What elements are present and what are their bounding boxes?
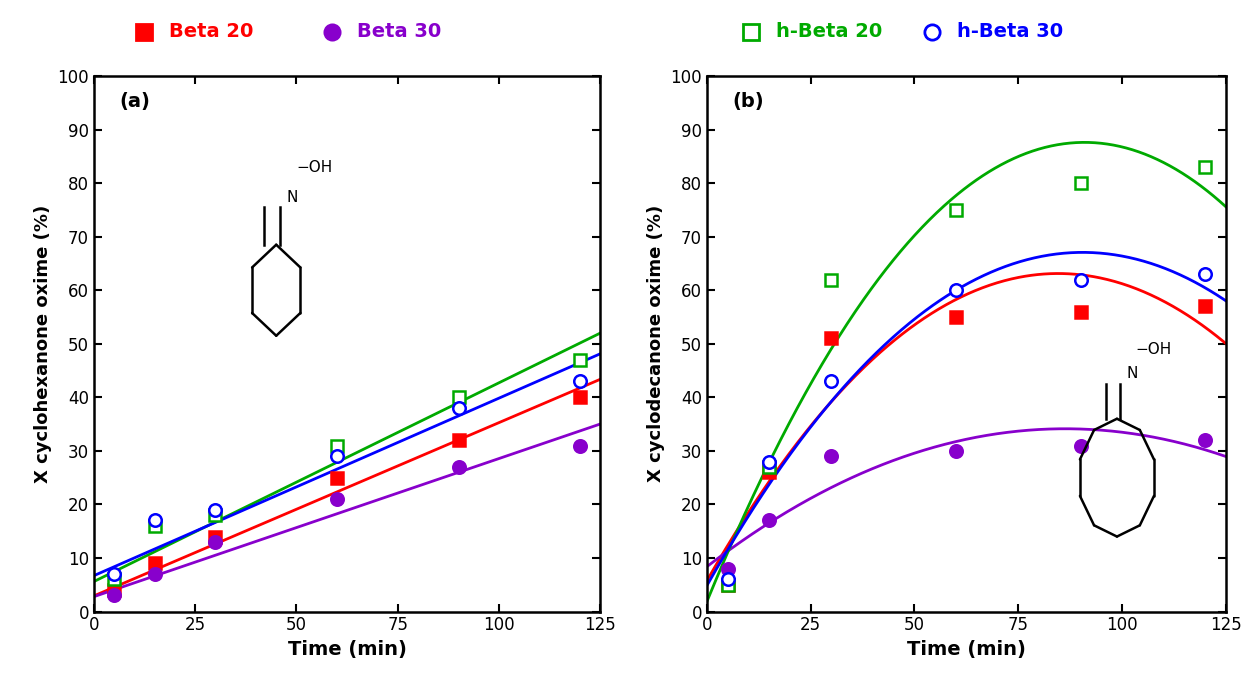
Text: (b): (b)	[733, 92, 764, 111]
Text: N: N	[286, 189, 298, 205]
Text: Beta 30: Beta 30	[357, 21, 440, 41]
Y-axis label: X cyclodecanone oxime (%): X cyclodecanone oxime (%)	[647, 205, 664, 482]
Y-axis label: X cyclohexanone oxime (%): X cyclohexanone oxime (%)	[34, 205, 51, 483]
Text: h-Beta 20: h-Beta 20	[776, 21, 882, 41]
Text: −OH: −OH	[1135, 341, 1171, 357]
Text: h-Beta 30: h-Beta 30	[957, 21, 1063, 41]
Text: Beta 20: Beta 20	[169, 21, 253, 41]
Text: −OH: −OH	[296, 160, 333, 175]
Text: N: N	[1126, 366, 1137, 381]
Text: (a): (a)	[119, 92, 150, 111]
X-axis label: Time (min): Time (min)	[907, 640, 1026, 659]
X-axis label: Time (min): Time (min)	[288, 640, 407, 659]
